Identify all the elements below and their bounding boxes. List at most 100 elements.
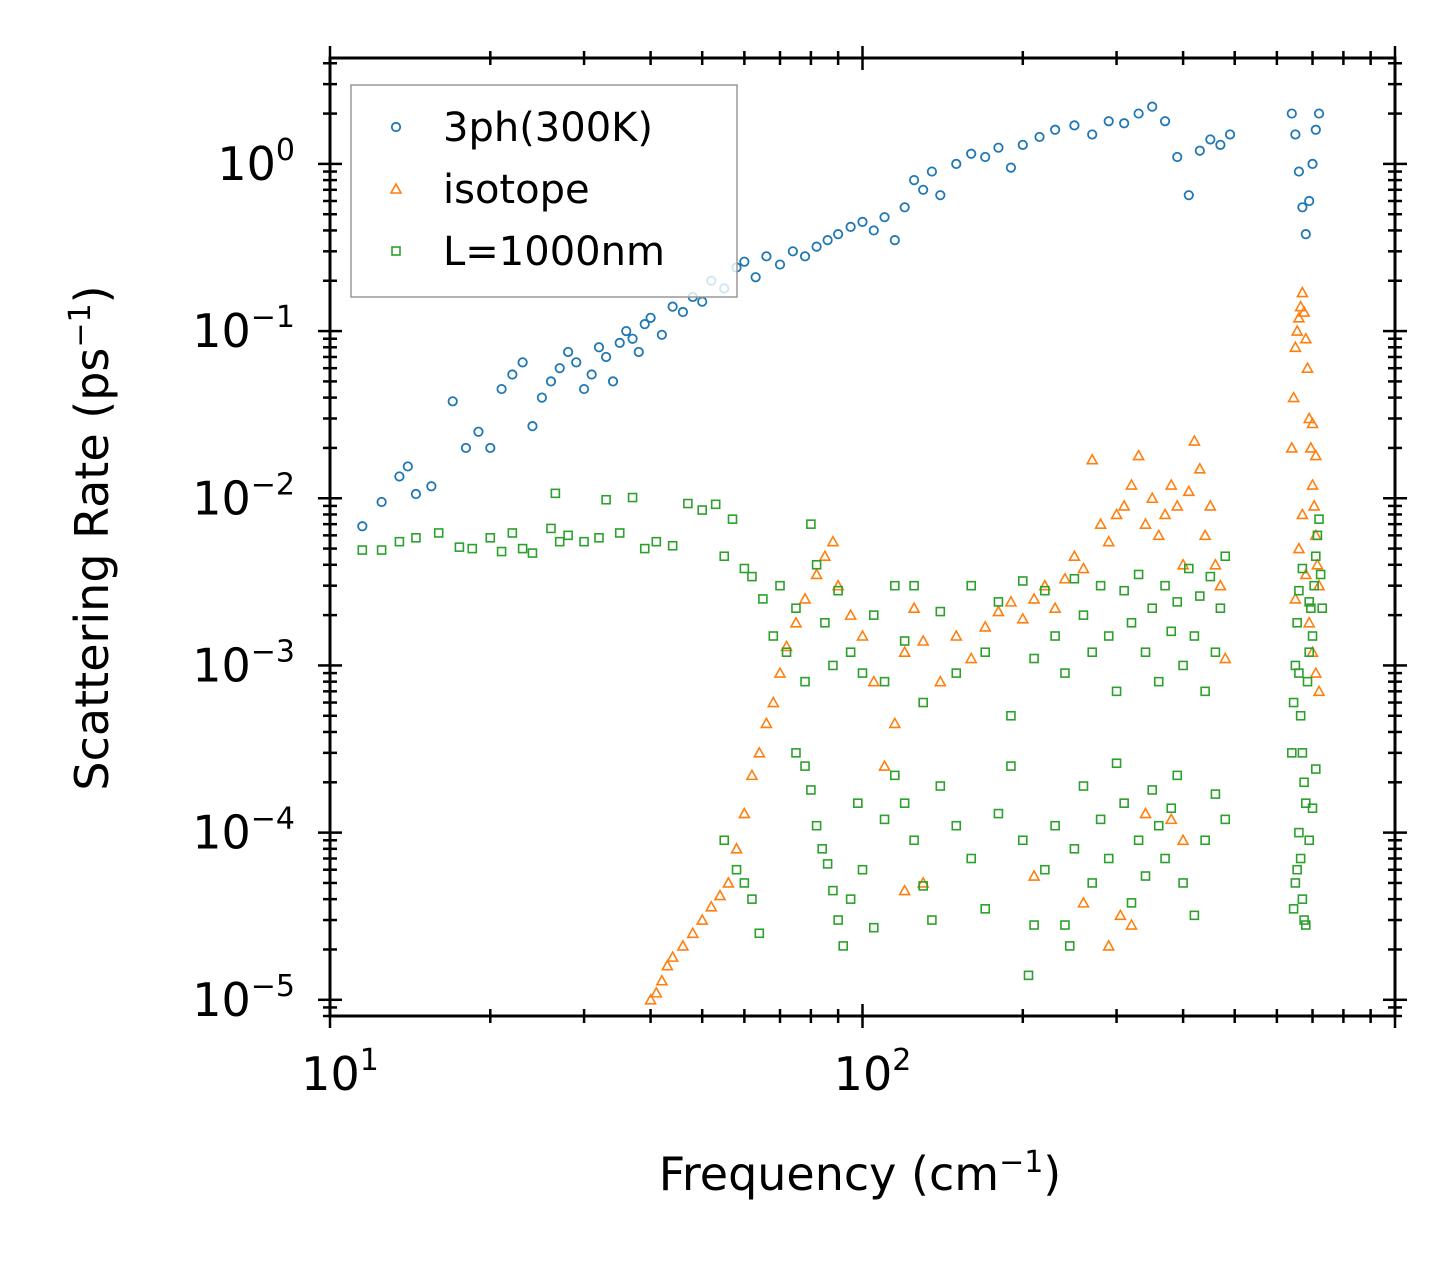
square-point xyxy=(411,533,421,543)
square-point xyxy=(1189,910,1200,921)
triangle-point xyxy=(1016,612,1030,624)
square-point xyxy=(993,597,1004,607)
square-point xyxy=(1314,514,1324,524)
circle-point xyxy=(563,346,574,358)
square-point xyxy=(614,528,625,538)
x-axis-ticks: 101 102 xyxy=(301,46,1397,1101)
circle-point xyxy=(1205,134,1216,145)
square-point xyxy=(1140,647,1151,658)
triangle-point xyxy=(1158,507,1172,520)
square-point xyxy=(909,580,919,591)
circle-point xyxy=(1034,131,1045,143)
square-point xyxy=(1153,676,1164,687)
triangle-point xyxy=(1285,441,1299,453)
square-point xyxy=(496,546,507,557)
triangle-point xyxy=(1110,507,1123,520)
square-point xyxy=(1160,580,1170,591)
triangle-point xyxy=(1193,462,1207,474)
square-point xyxy=(833,915,843,925)
square-point xyxy=(927,915,937,925)
square-point xyxy=(822,859,833,869)
triangle-point xyxy=(1102,535,1116,547)
square-point xyxy=(1195,591,1205,601)
square-point xyxy=(1310,551,1321,562)
square-point xyxy=(1307,631,1318,641)
circle-point xyxy=(460,442,472,454)
triangle-point xyxy=(949,629,963,641)
square-point xyxy=(1069,573,1080,584)
circle-point xyxy=(833,229,844,240)
square-point xyxy=(357,545,368,555)
square-point xyxy=(1304,647,1314,658)
circle-point xyxy=(656,329,667,340)
square-point xyxy=(433,528,444,538)
triangle-point xyxy=(1139,806,1152,819)
square-point xyxy=(1302,676,1313,687)
square-point xyxy=(1178,878,1188,888)
square-point xyxy=(1307,803,1318,813)
legend-circle-icon xyxy=(390,121,402,133)
circle-point xyxy=(447,396,458,407)
circle-point xyxy=(750,272,761,283)
triangle-point xyxy=(1004,595,1018,607)
square-point xyxy=(1312,530,1323,541)
triangle-point xyxy=(1125,918,1138,930)
circle-point xyxy=(1103,116,1114,127)
square-point xyxy=(1087,878,1098,888)
circle-point xyxy=(357,521,368,532)
triangle-point xyxy=(1188,434,1201,446)
circle-point xyxy=(633,346,644,358)
triangle-point xyxy=(867,674,881,687)
triangle-point xyxy=(1309,666,1323,678)
square-point xyxy=(594,533,604,543)
square-point xyxy=(1111,758,1122,769)
square-point xyxy=(828,660,838,671)
triangle-point xyxy=(1296,507,1309,520)
square-point xyxy=(845,894,856,904)
circle-point xyxy=(1224,129,1236,140)
square-point xyxy=(739,563,750,574)
legend-square-icon xyxy=(391,246,401,256)
triangle-point xyxy=(1299,332,1313,344)
square-point xyxy=(517,543,528,554)
circle-point xyxy=(857,216,868,227)
square-point xyxy=(1050,631,1060,641)
plot-frame xyxy=(328,56,1397,1018)
square-point xyxy=(1023,970,1034,981)
square-point xyxy=(1178,660,1188,671)
circle-point xyxy=(1286,108,1297,119)
circle-point xyxy=(496,383,507,395)
triangle-point xyxy=(1289,592,1302,604)
triangle-point xyxy=(856,629,869,641)
square-point xyxy=(853,798,863,808)
square-point xyxy=(1310,764,1321,774)
square-point xyxy=(758,594,768,604)
triangle-point xyxy=(1102,939,1116,951)
square-point xyxy=(554,536,565,547)
square-point xyxy=(1200,835,1210,846)
circle-point xyxy=(899,202,910,213)
circle-point xyxy=(677,306,689,318)
circle-point xyxy=(545,376,557,387)
square-point xyxy=(1295,853,1306,864)
square-point xyxy=(1147,603,1158,613)
circle-point xyxy=(410,488,422,500)
circle-point xyxy=(1297,202,1308,213)
square-point xyxy=(1288,904,1299,914)
y-tick-label: 10−1 xyxy=(192,300,295,358)
circle-point xyxy=(1172,151,1183,163)
triangle-point xyxy=(789,616,803,628)
square-point xyxy=(376,545,387,555)
triangle-point xyxy=(831,579,845,591)
square-point xyxy=(828,885,838,896)
square-point xyxy=(857,864,868,875)
circle-point xyxy=(1304,195,1315,207)
circle-point xyxy=(527,421,538,432)
square-point xyxy=(1078,610,1089,620)
square-point xyxy=(1299,915,1309,925)
triangle-point xyxy=(695,913,709,925)
circle-point xyxy=(845,221,856,232)
triangle-point xyxy=(1132,448,1145,461)
square-point xyxy=(857,668,868,678)
